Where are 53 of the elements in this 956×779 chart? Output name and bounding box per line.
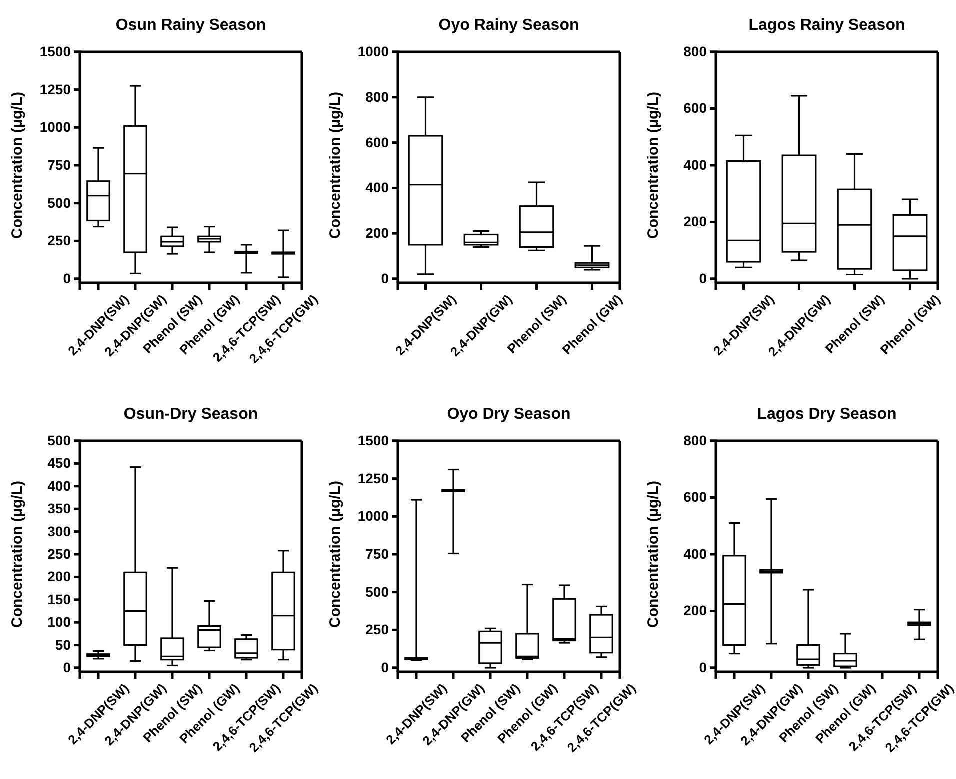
- y-tick-label: 750: [366, 546, 390, 562]
- y-tick-label: 200: [684, 214, 708, 230]
- y-tick-label: 400: [684, 546, 708, 562]
- chart-title: Osun Rainy Season: [116, 17, 266, 34]
- y-axis-title: Concentration (µg/L): [645, 481, 662, 628]
- y-tick-label: 1000: [358, 508, 390, 524]
- y-axis-title: Concentration (µg/L): [645, 92, 662, 239]
- y-axis-title: Concentration (µg/L): [9, 481, 26, 628]
- y-tick-label: 300: [48, 523, 72, 540]
- y-tick-label: 250: [366, 622, 390, 638]
- y-tick-label: 600: [684, 489, 708, 506]
- chart-title: Oyo Rainy Season: [438, 17, 580, 34]
- y-tick-label: 500: [366, 584, 390, 600]
- y-tick-label: 500: [48, 194, 72, 211]
- chart-title: Lagos Rainy Season: [748, 17, 906, 34]
- y-tick-label: 0: [381, 659, 390, 676]
- y-tick-label: 250: [48, 232, 72, 249]
- y-tick-label: 400: [48, 478, 72, 494]
- y-tick-label: 800: [684, 43, 708, 60]
- y-tick-label: 1250: [40, 81, 72, 98]
- y-tick-label: 50: [55, 636, 72, 653]
- y-tick-label: 750: [48, 156, 72, 173]
- y-tick-label: 1500: [40, 43, 72, 60]
- y-tick-label: 600: [684, 100, 708, 116]
- chart-title: Lagos Dry Season: [757, 406, 897, 423]
- y-tick-label: 400: [366, 180, 390, 196]
- y-tick-label: 250: [48, 546, 72, 562]
- y-tick-label: 1000: [358, 43, 390, 60]
- y-tick-label: 1000: [40, 119, 72, 136]
- y-tick-label: 1500: [358, 432, 390, 448]
- y-tick-label: 0: [699, 270, 708, 286]
- y-tick-label: 200: [366, 225, 390, 242]
- y-tick-label: 800: [684, 432, 708, 448]
- y-tick-label: 400: [684, 156, 708, 173]
- y-tick-label: 450: [48, 455, 72, 472]
- y-tick-label: 200: [684, 602, 708, 619]
- y-tick-label: 200: [48, 568, 72, 585]
- y-tick-label: 0: [699, 659, 708, 676]
- y-tick-label: 0: [381, 270, 390, 286]
- y-axis-title: Concentration (µg/L): [327, 92, 344, 239]
- y-tick-label: 100: [48, 614, 72, 630]
- y-tick-label: 0: [63, 659, 72, 676]
- y-tick-label: 600: [366, 134, 390, 150]
- y-tick-label: 150: [48, 591, 72, 608]
- y-tick-label: 800: [366, 88, 390, 105]
- chart-title: Osun-Dry Season: [124, 406, 258, 423]
- y-tick-label: 350: [48, 500, 72, 517]
- y-tick-label: 0: [63, 270, 72, 286]
- y-axis-title: Concentration (µg/L): [327, 481, 344, 628]
- y-axis-title: Concentration (µg/L): [9, 92, 26, 239]
- chart-title: Oyo Dry Season: [447, 406, 571, 423]
- y-tick-label: 500: [48, 432, 72, 448]
- y-tick-label: 1250: [358, 470, 390, 486]
